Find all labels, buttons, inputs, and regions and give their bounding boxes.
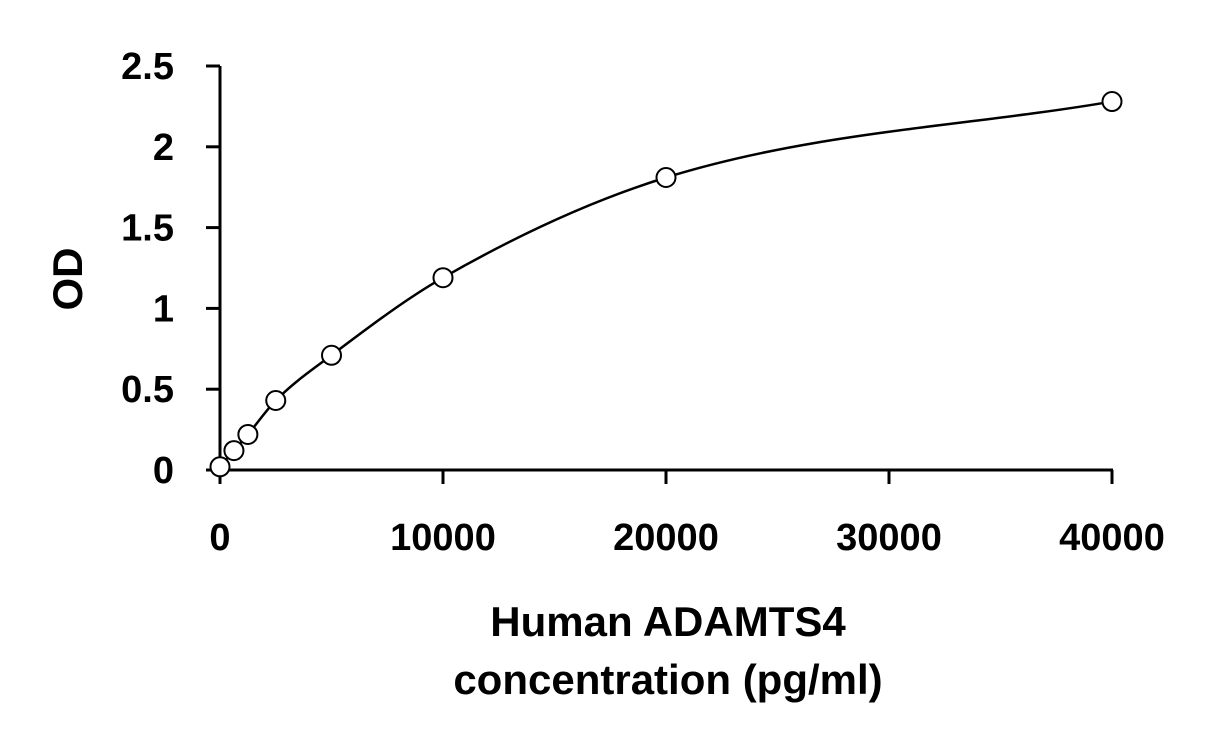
y-tick-label: 1.5	[121, 208, 174, 250]
x-axis-title-line: concentration (pg/ml)	[453, 656, 882, 703]
x-tick-label: 0	[209, 517, 230, 559]
x-tick-label: 20000	[613, 517, 719, 559]
y-axis-title: OD	[44, 248, 91, 311]
y-tick-label: 1	[153, 288, 174, 330]
y-tick-label: 0	[153, 450, 174, 492]
y-tick-label: 2.5	[121, 46, 174, 88]
data-point	[223, 440, 245, 462]
data-point	[432, 267, 454, 289]
data-point	[237, 423, 259, 445]
data-point	[265, 390, 287, 412]
x-axis-title-line: Human ADAMTS4	[490, 598, 846, 645]
y-tick-label: 2	[153, 127, 174, 169]
data-point	[321, 344, 342, 366]
axes	[206, 64, 1114, 484]
data-point	[209, 456, 231, 478]
labels-layer: 0 0.5 1 1.5 2 2.5 0 10000 20000 30000 40000 Human A…	[44, 46, 1165, 703]
fit-curve-layer	[219, 100, 1113, 468]
x-tick-label: 10000	[390, 517, 496, 559]
data-point	[1101, 91, 1123, 113]
y-tick-label: 0.5	[121, 369, 174, 411]
x-tick-label: 30000	[836, 517, 942, 559]
data-points-layer	[209, 91, 1123, 478]
x-tick-label: 40000	[1059, 517, 1165, 559]
data-point	[655, 167, 677, 189]
fit-curve	[219, 100, 1113, 468]
x-axis-title: Human ADAMTS4 concentration (pg/ml)	[453, 598, 882, 703]
